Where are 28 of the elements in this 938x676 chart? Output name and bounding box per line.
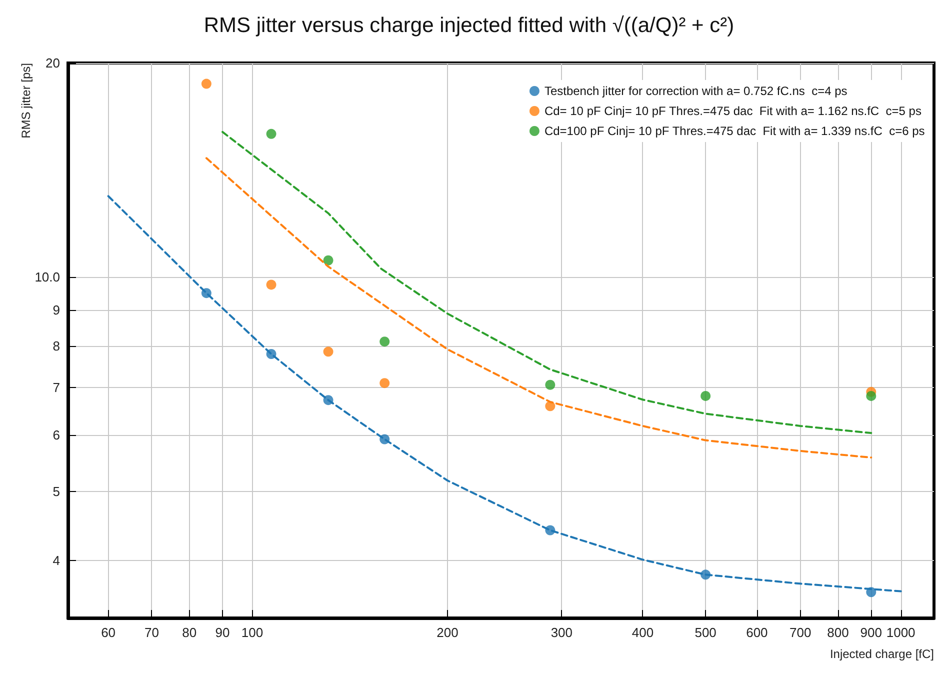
x-tick-label: 700 — [790, 625, 812, 640]
chart-title: RMS jitter versus charge injected fitted with √((a/Q)² + c²) — [204, 14, 734, 37]
y-tick-label: 10.0 — [34, 270, 60, 285]
x-tick-label: 1000 — [886, 625, 916, 640]
x-tick-label: 500 — [694, 625, 716, 640]
x-tick-label: 200 — [436, 625, 458, 640]
y-tick-label: 8 — [52, 338, 60, 354]
x-tick-label: 90 — [215, 625, 230, 640]
legend-label: Testbench jitter for correction with a= 0.752 fC.ns c=4 ps — [544, 84, 848, 98]
y-axis-title: RMS jitter [ps] — [19, 63, 33, 138]
legend-label: Cd= 10 pF Cinj= 10 pF Thres.=475 dac Fit with a= 1.162 ns.fC c=5 ps — [544, 104, 922, 118]
y-tick-label: 7 — [52, 380, 60, 395]
x-axis-title: Injected charge [fC] — [830, 647, 934, 661]
x-tick-label: 600 — [746, 625, 768, 640]
x-tick-label: 100 — [241, 625, 264, 640]
y-tick-label: 6 — [52, 428, 60, 443]
y-tick-label: 9 — [52, 302, 60, 318]
x-tick-label: 60 — [101, 625, 116, 640]
x-tick-label: 70 — [144, 625, 159, 640]
x-tick-label: 800 — [827, 625, 849, 640]
x-tick-label: 400 — [632, 625, 654, 640]
x-tick-label: 900 — [860, 625, 882, 640]
y-tick-label: 5 — [52, 484, 60, 499]
y-tick-label: 20 — [46, 56, 60, 70]
x-tick-label: 300 — [550, 625, 573, 640]
x-tick-label: 80 — [182, 625, 197, 640]
y-tick-label: 4 — [52, 552, 60, 568]
legend-label: Cd=100 pF Cinj= 10 pF Thres.=475 dac Fit with a= 1.339 ns.fC c=6 ps — [544, 124, 925, 138]
